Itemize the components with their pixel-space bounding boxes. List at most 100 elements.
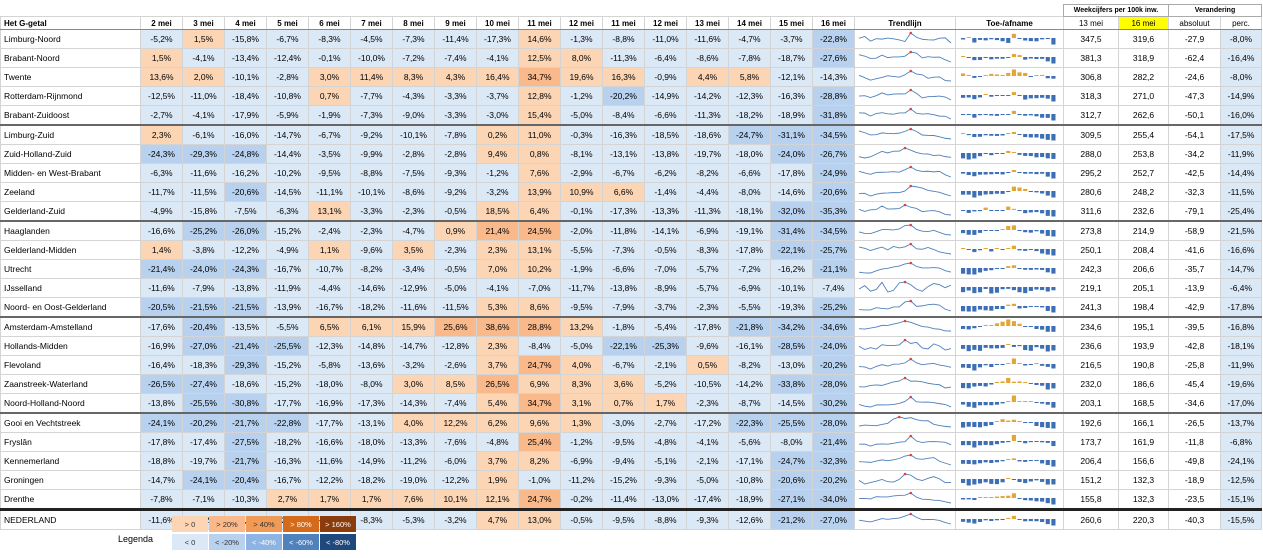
change-bar bbox=[977, 76, 983, 77]
change-sparkline bbox=[961, 110, 1056, 121]
change-bar bbox=[1023, 134, 1028, 138]
change-bar bbox=[1028, 249, 1033, 250]
change-sparkline bbox=[961, 395, 1056, 408]
g-cell: -11,6% bbox=[308, 451, 351, 471]
g-cell: -8,7% bbox=[728, 393, 771, 414]
g-cell: -2,8% bbox=[266, 67, 309, 87]
change-bar bbox=[1040, 95, 1045, 98]
change-bar bbox=[1045, 441, 1050, 443]
region-name: Limburg-Zuid bbox=[0, 124, 141, 145]
change-cell bbox=[955, 86, 1064, 106]
trend-sparkline bbox=[858, 165, 952, 178]
g-cell: -17,3% bbox=[350, 393, 393, 414]
change-bar bbox=[1000, 345, 1005, 348]
change-bar bbox=[1011, 345, 1016, 347]
change-bar bbox=[994, 345, 1000, 349]
g-cell: -1,3% bbox=[560, 29, 603, 49]
change-bar bbox=[1051, 153, 1056, 159]
g-cell: -0,3% bbox=[560, 124, 603, 145]
value-cell: 214,9 bbox=[1118, 220, 1169, 241]
trend-sparkline bbox=[858, 203, 952, 216]
change-bar bbox=[1051, 249, 1056, 256]
change-bar bbox=[1011, 479, 1016, 480]
g-cell: -24,7% bbox=[728, 124, 771, 145]
change-bar bbox=[1017, 306, 1022, 309]
change-bar bbox=[1023, 249, 1028, 251]
table-row: Zuid-Holland-Zuid -24,3% -29,3% -24,8% -14,4… bbox=[0, 144, 1262, 164]
change-bar bbox=[1000, 172, 1005, 175]
value-cell: 306,8 bbox=[1063, 67, 1119, 87]
change-bar bbox=[977, 519, 983, 522]
trend-sparkline bbox=[858, 434, 952, 447]
g-cell: -24,7% bbox=[770, 451, 813, 471]
region-name: Brabant-Noord bbox=[0, 48, 141, 68]
trend-sparkline bbox=[858, 415, 952, 428]
g-cell: -17,3% bbox=[602, 201, 645, 222]
g-cell: -12,5% bbox=[140, 86, 183, 106]
trend-line bbox=[858, 70, 952, 82]
header-cell: 3 mei bbox=[182, 16, 225, 30]
region-name: IJsselland bbox=[0, 278, 141, 298]
change-bar bbox=[989, 287, 994, 294]
change-bar bbox=[1034, 287, 1039, 290]
trend-sparkline bbox=[858, 357, 952, 370]
g-cell: -3,3% bbox=[350, 201, 393, 222]
value-cell: -40,3 bbox=[1168, 509, 1221, 530]
g-cell: -17,8% bbox=[728, 240, 771, 260]
g-cell: -21,5% bbox=[182, 297, 225, 318]
value-cell: 232,6 bbox=[1118, 201, 1169, 222]
change-bar bbox=[966, 134, 971, 136]
g-cell: -13,6% bbox=[350, 355, 393, 375]
change-bar bbox=[1034, 172, 1039, 175]
change-bar bbox=[1023, 422, 1028, 423]
g-cell: -13,8% bbox=[140, 393, 183, 414]
change-bar bbox=[1011, 395, 1016, 402]
change-bar bbox=[1028, 441, 1033, 443]
g-cell: -0,5% bbox=[434, 259, 477, 279]
change-bar bbox=[1000, 321, 1005, 326]
value-cell: -11,9% bbox=[1220, 144, 1262, 164]
change-bar bbox=[1023, 210, 1028, 214]
value-cell: 381,3 bbox=[1063, 48, 1119, 68]
change-bar bbox=[1040, 249, 1045, 254]
change-bar bbox=[994, 323, 1000, 326]
trend-sparkline bbox=[858, 31, 952, 44]
g-cell: -8,6% bbox=[392, 182, 435, 202]
header-cell: 12 mei bbox=[560, 16, 603, 30]
g-cell: -7,4% bbox=[434, 393, 477, 414]
g-cell: -9,3% bbox=[434, 163, 477, 183]
change-bar bbox=[1006, 206, 1011, 210]
trend-max bbox=[909, 107, 913, 111]
trend-max bbox=[909, 184, 913, 188]
change-bar bbox=[989, 153, 994, 156]
table-row: Gooi en Vechtstreek -24,1% -20,2% -21,7% -22… bbox=[0, 412, 1262, 433]
g-cell: -10,8% bbox=[266, 86, 309, 106]
g-cell: -3,7% bbox=[476, 86, 519, 106]
change-bar bbox=[1051, 57, 1056, 64]
g-cell: -14,7% bbox=[392, 336, 435, 356]
change-bar bbox=[961, 172, 966, 174]
g-cell: 8,2% bbox=[518, 451, 561, 471]
g-cell: 12,1% bbox=[476, 489, 519, 511]
change-sparkline bbox=[961, 33, 1056, 45]
header-cell: 8 mei bbox=[392, 16, 435, 30]
g-cell: -19,0% bbox=[392, 470, 435, 490]
g-cell: -2,1% bbox=[644, 355, 687, 375]
change-bar bbox=[1045, 249, 1050, 255]
g-cell: 4,0% bbox=[392, 412, 435, 433]
g-cell: -3,4% bbox=[392, 259, 435, 279]
change-bar bbox=[989, 210, 994, 211]
change-sparkline bbox=[961, 358, 1056, 371]
g-cell: -24,0% bbox=[182, 259, 225, 279]
change-bar bbox=[989, 172, 994, 175]
change-bar bbox=[983, 287, 988, 289]
g-cell: -2,3% bbox=[392, 201, 435, 222]
g-cell: -20,2% bbox=[182, 412, 225, 433]
change-bar bbox=[1017, 401, 1022, 402]
change-bar bbox=[1028, 479, 1033, 482]
change-bar bbox=[1000, 460, 1005, 462]
table-row: Noord-Holland-Noord -13,8% -25,5% -30,8% -17… bbox=[0, 393, 1262, 414]
change-bar bbox=[1017, 519, 1022, 520]
change-bar bbox=[961, 287, 966, 293]
